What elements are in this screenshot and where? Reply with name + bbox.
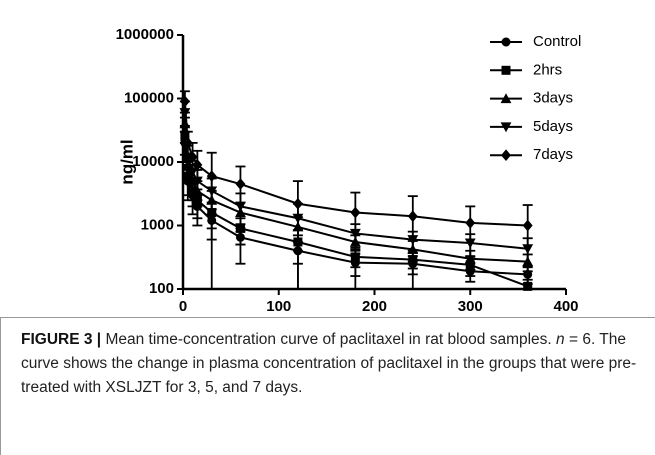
error-bar <box>465 205 476 271</box>
caption-text: FIGURE 3 | Mean time-concentration curve… <box>21 328 641 400</box>
caption-label: FIGURE 3 | <box>21 331 102 348</box>
caption-part: = 6. The curve shows the change in plasm… <box>21 331 637 396</box>
marker <box>501 65 511 75</box>
marker <box>292 197 303 210</box>
marker <box>182 137 193 149</box>
legend-label: Control <box>533 33 581 50</box>
y-tick-label: 1000 <box>141 216 174 233</box>
series-line <box>183 101 528 227</box>
caption: FIGURE 3 | Mean time-concentration curve… <box>0 317 655 455</box>
legend-label: 3days <box>533 90 573 107</box>
y-tick-label: 100000 <box>124 89 174 106</box>
y-tick-label: 100 <box>149 280 174 297</box>
legend-label: 2hrs <box>533 61 562 78</box>
marker <box>465 217 476 229</box>
x-tick-label: 200 <box>362 298 387 315</box>
y-tick-label: 10000 <box>132 153 174 170</box>
marker <box>206 170 217 182</box>
y-tick-label: 1000000 <box>116 26 174 43</box>
marker <box>192 159 203 171</box>
x-tick-label: 0 <box>179 298 187 315</box>
marker <box>350 206 361 219</box>
error-bar <box>522 204 533 289</box>
caption-italic: n <box>556 331 565 348</box>
x-tick-label: 400 <box>553 298 578 315</box>
x-tick-label: 100 <box>266 298 291 315</box>
marker <box>187 151 198 163</box>
marker <box>501 37 511 47</box>
marker <box>500 93 512 104</box>
chart: ng/ml 100 1000 10000 100000 1000000 0 100 200 30… <box>116 26 582 315</box>
error-bar <box>192 149 203 197</box>
legend-label: 5days <box>533 118 573 135</box>
marker <box>407 210 418 223</box>
x-tick-label: 300 <box>458 298 483 315</box>
marker <box>501 149 511 162</box>
y-axis-label: ng/ml <box>117 139 136 184</box>
marker <box>522 219 533 232</box>
marker <box>179 95 190 108</box>
caption-part: Mean time-concentration curve of paclita… <box>105 331 552 348</box>
legend-label: 7days <box>533 146 573 163</box>
marker <box>500 122 512 133</box>
marker <box>235 178 246 190</box>
